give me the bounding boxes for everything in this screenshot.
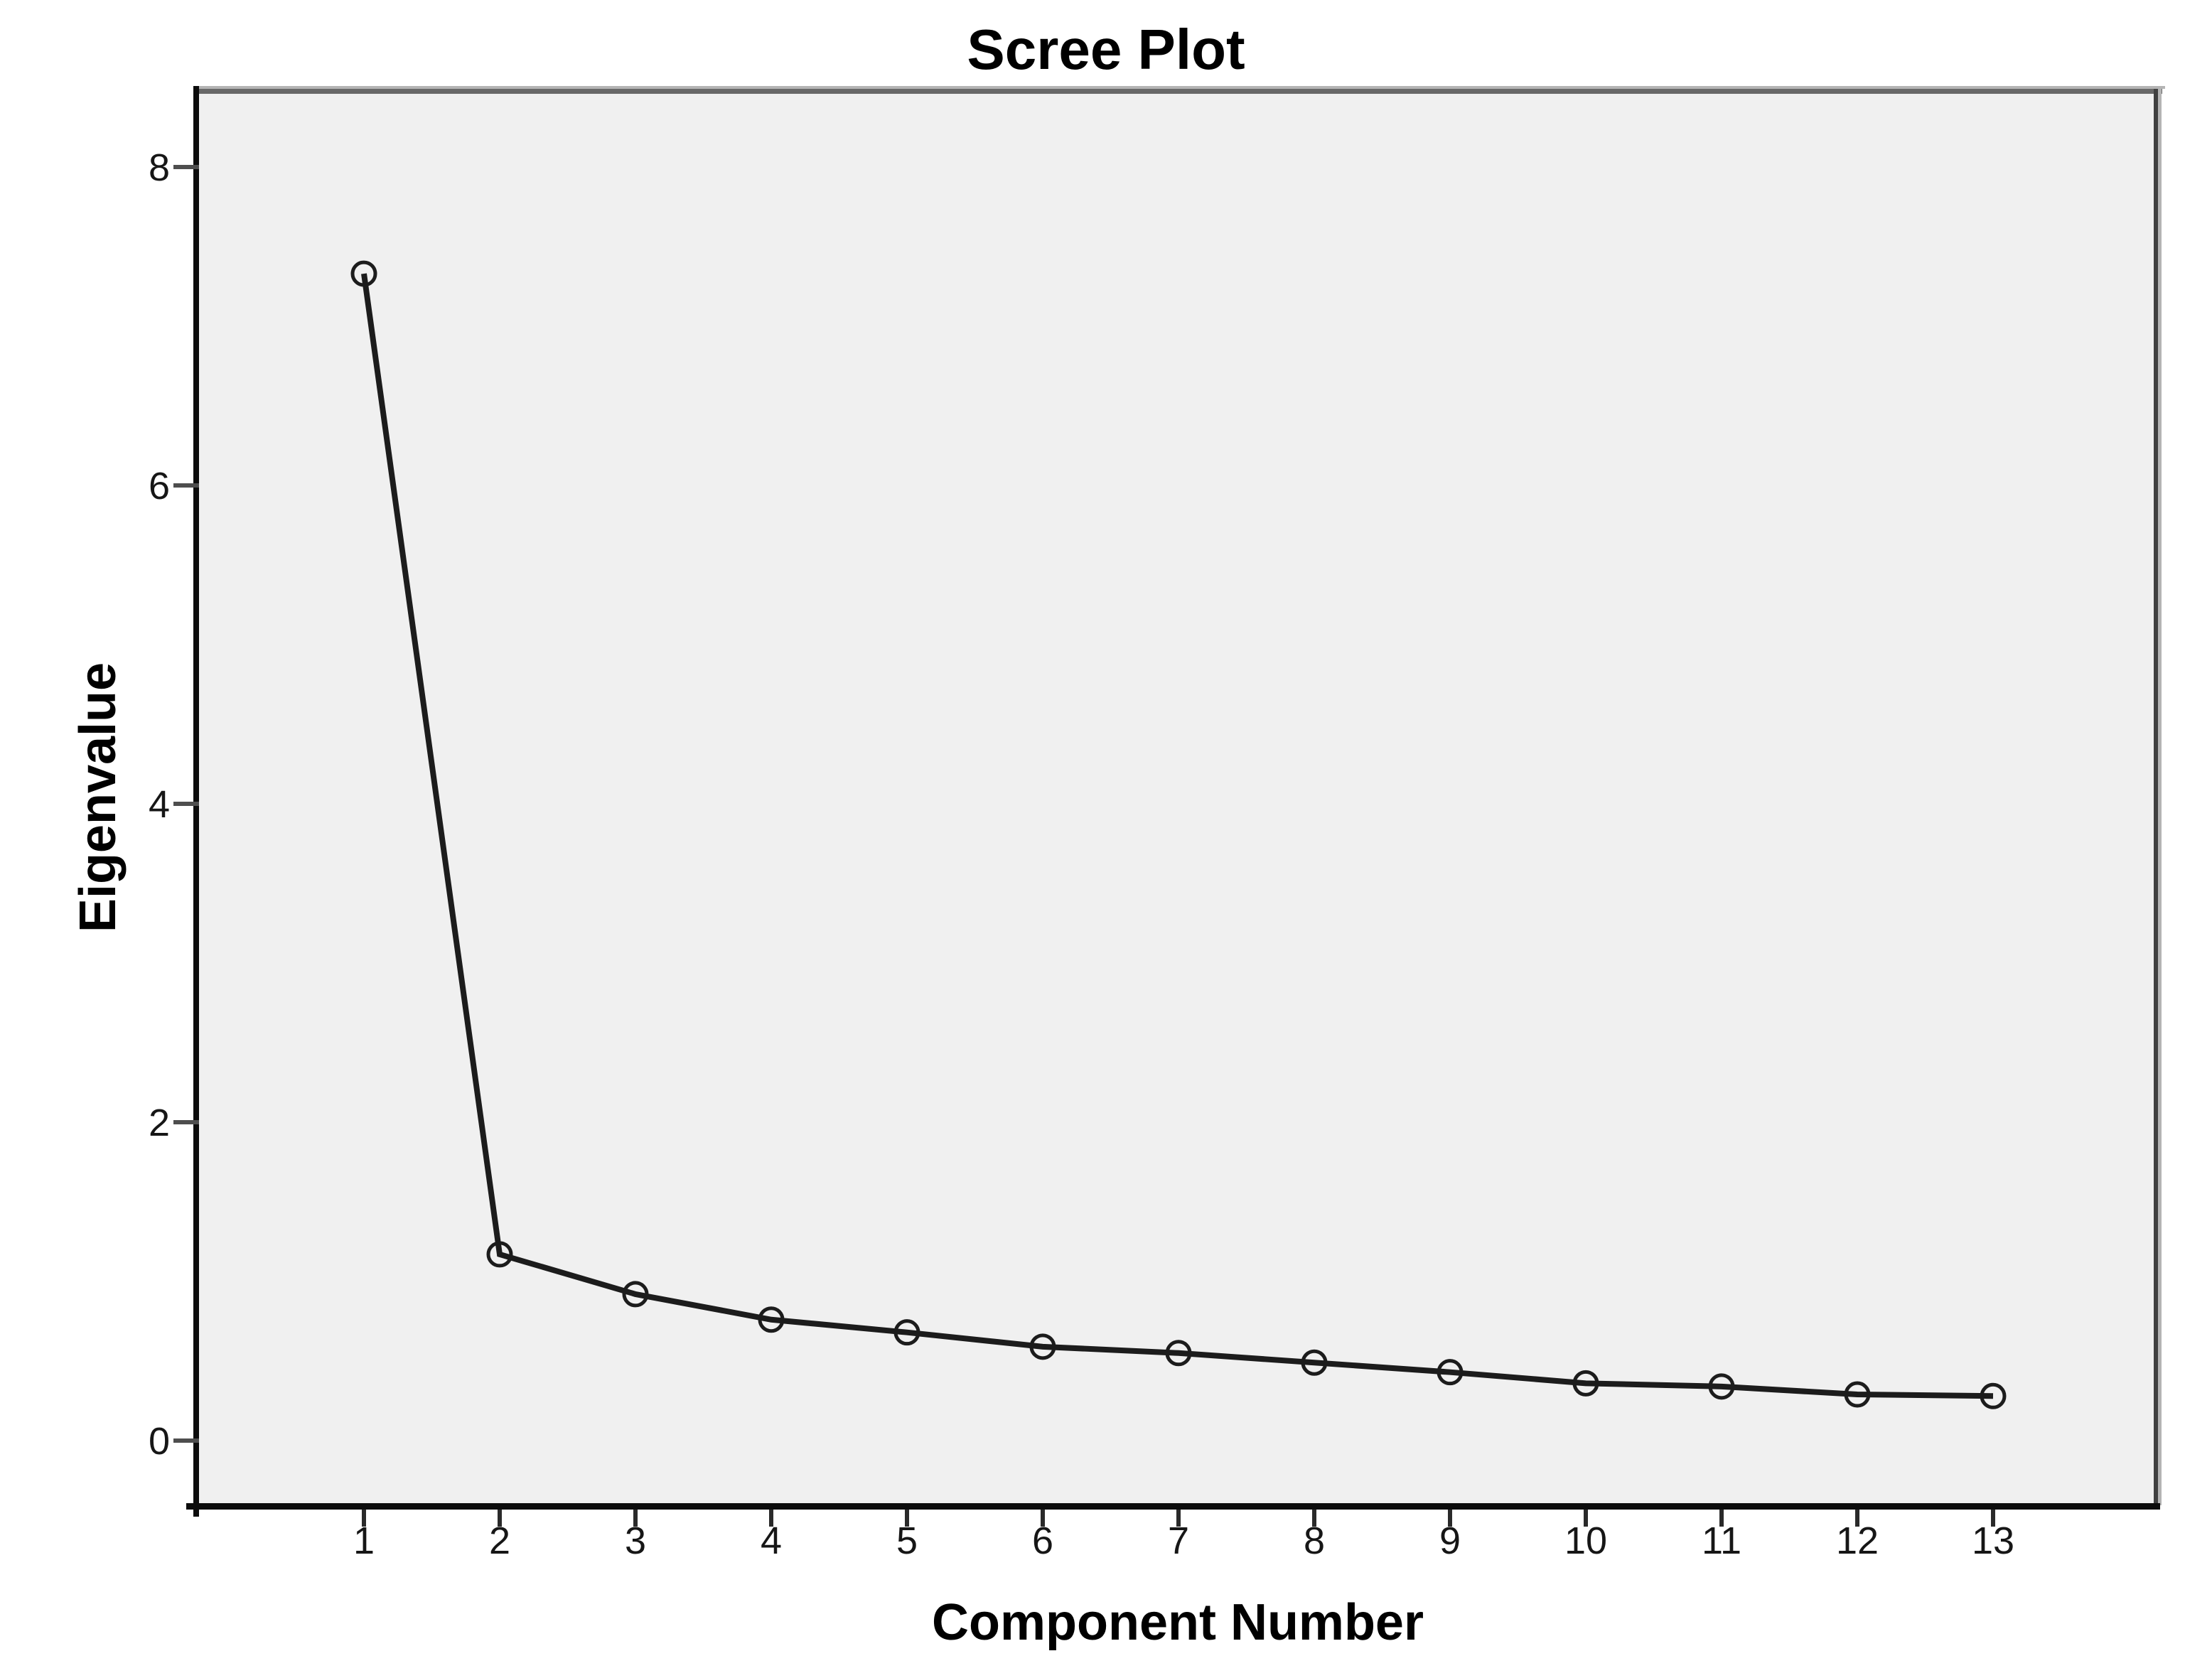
y-tick-label: 6 [149,465,170,507]
data-point-marker [758,1306,785,1333]
data-point-marker [1572,1370,1599,1397]
x-tick-label: 2 [489,1520,510,1562]
chart-title: Scree Plot [967,18,1245,81]
y-tick [173,1120,199,1124]
y-tick-label: 8 [149,146,170,189]
x-tick [1312,1510,1316,1527]
y-tick-label: 2 [149,1102,170,1144]
plot-frame-top-highlight [199,86,2165,89]
plot-frame-top [199,89,2162,94]
x-tick [1855,1510,1859,1527]
data-point-marker [1437,1359,1464,1386]
y-tick [173,802,199,806]
data-point-marker [1301,1349,1328,1376]
y-tick [173,483,199,488]
x-tick [905,1510,909,1527]
y-axis-label: Eigenvalue [70,662,127,932]
y-tick-label: 0 [149,1420,170,1463]
data-point-marker [893,1319,920,1346]
data-point-marker [1029,1333,1056,1360]
x-tick [498,1510,502,1527]
x-tick-label: 8 [1304,1520,1325,1562]
x-tick-label: 9 [1439,1520,1461,1562]
x-tick-label: 5 [896,1520,918,1562]
plot-background [199,92,2157,1503]
x-tick-label: 7 [1168,1520,1189,1562]
series-line [361,273,1994,1399]
x-axis-line [186,1503,2160,1510]
plot-frame-right-highlight [2158,89,2162,1505]
x-tick [1176,1510,1181,1527]
data-point-marker [1980,1382,2007,1409]
data-point-marker [1844,1381,1871,1408]
x-tick [1448,1510,1452,1527]
x-tick [1041,1510,1045,1527]
data-point-marker [486,1241,513,1268]
data-point-marker [350,260,377,287]
data-point-marker [1165,1340,1192,1367]
x-tick-label: 6 [1032,1520,1053,1562]
x-tick-label: 10 [1564,1520,1607,1562]
y-tick [173,165,199,169]
x-axis-label: Component Number [932,1594,1424,1651]
x-tick-label: 3 [625,1520,646,1562]
x-tick-label: 11 [1702,1520,1741,1562]
x-tick-label: 13 [1972,1520,2014,1562]
x-tick [1991,1510,1995,1527]
x-tick-label: 1 [353,1520,375,1562]
x-tick [769,1510,773,1527]
plot-frame-right [2154,89,2158,1505]
x-tick-label: 4 [761,1520,782,1562]
y-tick [173,1438,199,1443]
x-tick-label: 12 [1836,1520,1879,1562]
data-point-marker [1708,1373,1735,1400]
data-point-marker [622,1281,649,1308]
x-tick [1719,1510,1724,1527]
y-axis-line [193,86,199,1517]
x-tick [633,1510,638,1527]
y-tick-label: 4 [149,783,170,826]
x-tick [1584,1510,1588,1527]
x-tick [362,1510,366,1527]
